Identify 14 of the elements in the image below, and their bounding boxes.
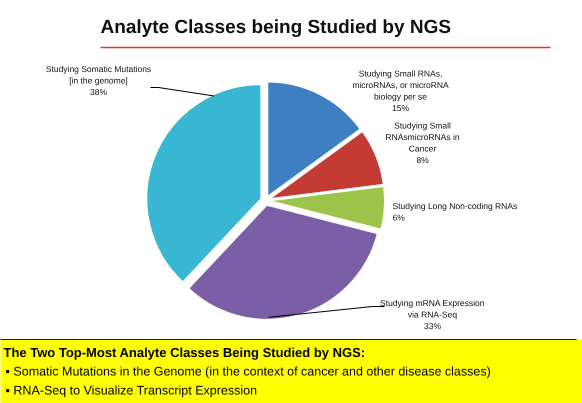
slice-label: Studying Small RNAsmicroRNAs in Cancer [385,120,460,154]
data-label: 33% [424,321,442,331]
text: The Two Top-Most Analyte Classes Being Studied by NGS: [4,345,366,360]
data-label: 8% [416,154,430,165]
slice-label: Studying Small RNAs, microRNAs, or microRNA biology per se [352,68,449,102]
text: ▪ RNA-Seq to Visualize Transcript Expression [6,384,258,398]
slice-label: Studying Somatic Mutations [in the genome] [46,64,152,86]
slice-label: Studying Long Non-coding RNAs [392,200,518,211]
data-label: 15% [392,102,410,113]
slice-label: Studying mRNA Expression via RNA-Seq [380,298,485,320]
data-label: 38% [90,87,108,97]
text: ▪ Somatic Mutations in the Genome (in the context of cancer and other disease classes) [6,364,491,378]
data-label: 6% [392,212,406,222]
chart-title: Analyte Classes being Studied by NGS [100,17,452,38]
